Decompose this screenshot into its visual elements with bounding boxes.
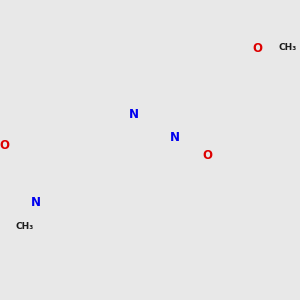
- Text: O: O: [252, 42, 262, 55]
- Text: N: N: [31, 196, 41, 209]
- Text: N: N: [169, 131, 179, 144]
- Text: N: N: [129, 108, 139, 121]
- Text: O: O: [0, 139, 10, 152]
- Text: O: O: [202, 149, 212, 163]
- Text: CH₃: CH₃: [16, 223, 34, 232]
- Text: CH₃: CH₃: [278, 43, 296, 52]
